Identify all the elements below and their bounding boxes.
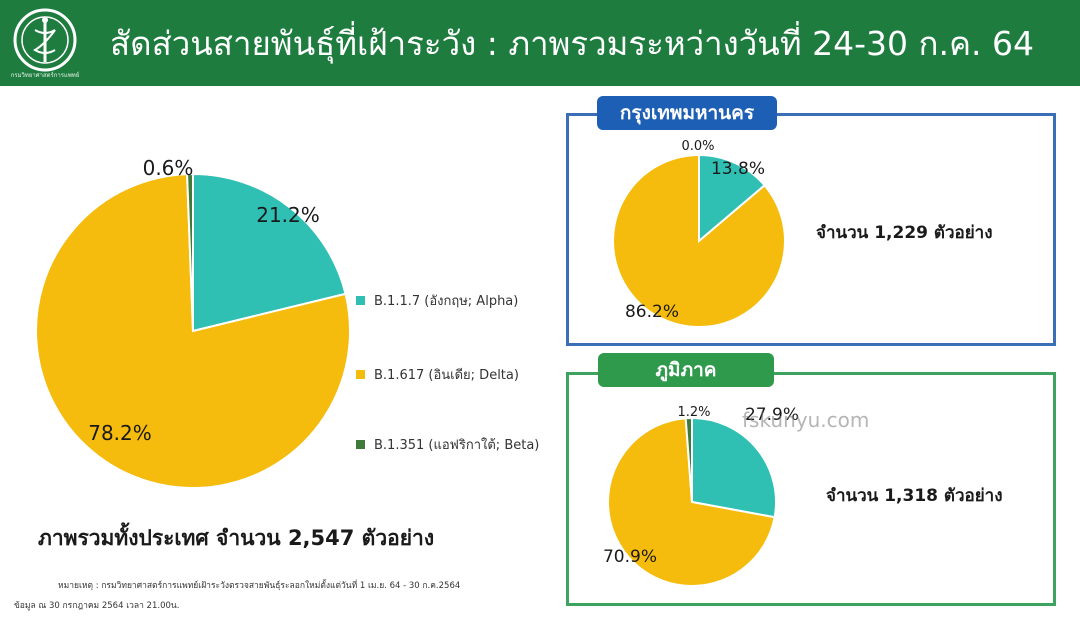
bangkok-panel-title: กรุงเทพมหานคร (597, 96, 777, 130)
legend-label-alpha: B.1.1.7 (อังกฤษ; Alpha) (374, 293, 519, 309)
national-sample-summary: ภาพรวมทั้งประเทศ จำนวน 2,547 ตัวอย่าง (38, 526, 435, 550)
national-label-beta: 0.6% (143, 156, 194, 180)
national-label-delta: 78.2% (88, 421, 152, 445)
national-slice-delta (35, 173, 351, 489)
legend-label-beta: B.1.351 (แอฟริกาใต้; Beta) (374, 437, 540, 453)
legend-swatch-alpha (356, 295, 365, 305)
page-title: สัดส่วนสายพันธุ์ที่เฝ้าระวัง : ภาพรวมระห… (110, 24, 1034, 63)
region-label-delta: 70.9% (603, 547, 657, 567)
legend-item-delta: B.1.617 (อินเดีย; Delta) (356, 364, 519, 384)
bangkok-slice-alpha (698, 153, 766, 244)
pie-chart-national: 21.2% 78.2% 0.6% (35, 156, 351, 489)
legend-label-delta: B.1.617 (อินเดีย; Delta) (374, 367, 519, 383)
legend-swatch-beta (356, 439, 365, 449)
region-label-beta: 1.2% (677, 405, 710, 420)
bangkok-label-beta: 0.0% (681, 139, 714, 154)
header-bar: กรมวิทยาศาสตร์การแพทย์ สัดส่วนสายพันธุ์ท… (0, 0, 1080, 86)
legend-item-alpha: B.1.1.7 (อังกฤษ; Alpha) (356, 290, 518, 310)
national-slice-beta (186, 172, 194, 332)
bangkok-label-delta: 86.2% (625, 302, 679, 322)
region-slice-alpha (691, 416, 777, 519)
region-panel-title: ภูมิภาค (598, 353, 774, 387)
region-label-alpha: 27.9% (745, 405, 799, 425)
national-label-alpha: 21.2% (256, 203, 320, 227)
bangkok-slice-delta (612, 153, 786, 328)
region-panel (566, 372, 1056, 606)
logo-caption: กรมวิทยาศาสตร์การแพทย์ (10, 72, 80, 79)
pie-chart-bangkok: 13.8% 86.2% 0.0% (612, 139, 786, 328)
legend-swatch-delta (356, 369, 365, 379)
region-sample-count: จำนวน 1,318 ตัวอย่าง (826, 486, 1003, 506)
legend-item-beta: B.1.351 (แอฟริกาใต้; Beta) (356, 434, 539, 454)
bangkok-sample-count: จำนวน 1,229 ตัวอย่าง (816, 223, 993, 243)
watermark: fskunyu.com (742, 408, 870, 432)
department-logo-icon (13, 8, 77, 72)
region-slice-delta (607, 417, 776, 587)
bangkok-panel (566, 113, 1056, 346)
pie-chart-region: 27.9% 70.9% 1.2% (603, 405, 799, 587)
region-slice-beta (684, 416, 693, 503)
national-slice-alpha (192, 172, 347, 333)
footnote: หมายเหตุ : กรมวิทยาศาสตร์การแพทย์เฝ้าระว… (58, 581, 461, 591)
data-timestamp: ข้อมูล ณ 30 กรกฎาคม 2564 เวลา 21.00น. (14, 601, 180, 611)
bangkok-label-alpha: 13.8% (711, 159, 765, 179)
